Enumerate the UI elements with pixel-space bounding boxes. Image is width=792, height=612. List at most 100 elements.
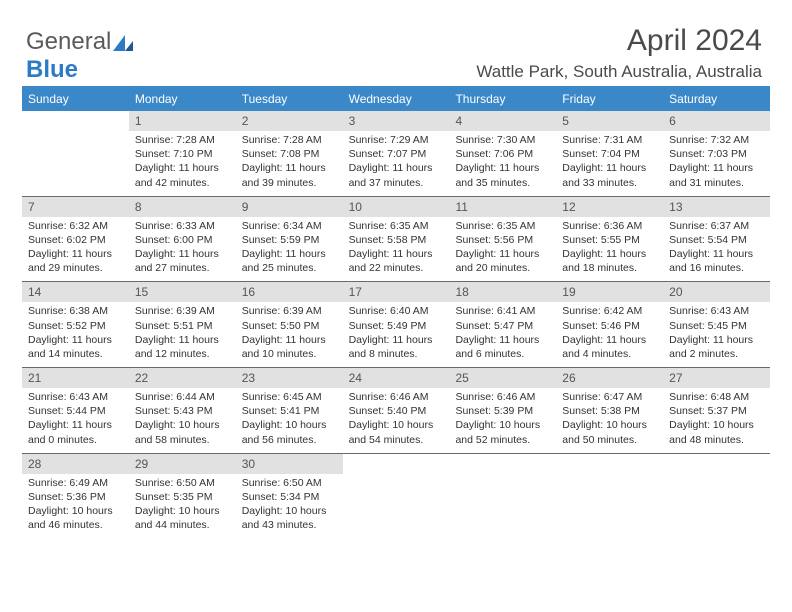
calendar-day-cell: 1Sunrise: 7:28 AMSunset: 7:10 PMDaylight… bbox=[129, 111, 236, 196]
calendar-week: 7Sunrise: 6:32 AMSunset: 6:02 PMDaylight… bbox=[22, 197, 770, 283]
day-details: Sunrise: 6:34 AMSunset: 5:59 PMDaylight:… bbox=[236, 219, 343, 276]
calendar-day-cell: 18Sunrise: 6:41 AMSunset: 5:47 PMDayligh… bbox=[449, 282, 556, 367]
calendar-day-cell: 16Sunrise: 6:39 AMSunset: 5:50 PMDayligh… bbox=[236, 282, 343, 367]
calendar-day-cell: . bbox=[556, 454, 663, 539]
day-details: Sunrise: 6:32 AMSunset: 6:02 PMDaylight:… bbox=[22, 219, 129, 276]
day-number: 21 bbox=[22, 368, 129, 388]
day-details: Sunrise: 6:45 AMSunset: 5:41 PMDaylight:… bbox=[236, 390, 343, 447]
calendar-day-cell: 21Sunrise: 6:43 AMSunset: 5:44 PMDayligh… bbox=[22, 368, 129, 453]
day-details: Sunrise: 6:50 AMSunset: 5:35 PMDaylight:… bbox=[129, 476, 236, 533]
day-details: Sunrise: 7:30 AMSunset: 7:06 PMDaylight:… bbox=[449, 133, 556, 190]
calendar-day-cell: 14Sunrise: 6:38 AMSunset: 5:52 PMDayligh… bbox=[22, 282, 129, 367]
calendar-header-cell: Sunday bbox=[22, 88, 129, 111]
day-number: 10 bbox=[343, 197, 450, 217]
calendar-week: .1Sunrise: 7:28 AMSunset: 7:10 PMDayligh… bbox=[22, 111, 770, 197]
day-details: Sunrise: 7:31 AMSunset: 7:04 PMDaylight:… bbox=[556, 133, 663, 190]
calendar-day-cell: 2Sunrise: 7:28 AMSunset: 7:08 PMDaylight… bbox=[236, 111, 343, 196]
day-details: Sunrise: 7:29 AMSunset: 7:07 PMDaylight:… bbox=[343, 133, 450, 190]
page-title: April 2024 bbox=[627, 24, 762, 58]
calendar-day-cell: 19Sunrise: 6:42 AMSunset: 5:46 PMDayligh… bbox=[556, 282, 663, 367]
day-details: Sunrise: 6:39 AMSunset: 5:51 PMDaylight:… bbox=[129, 304, 236, 361]
day-details: Sunrise: 6:38 AMSunset: 5:52 PMDaylight:… bbox=[22, 304, 129, 361]
day-details: Sunrise: 6:33 AMSunset: 6:00 PMDaylight:… bbox=[129, 219, 236, 276]
day-number: 23 bbox=[236, 368, 343, 388]
day-details: Sunrise: 6:46 AMSunset: 5:39 PMDaylight:… bbox=[449, 390, 556, 447]
calendar-day-cell: 26Sunrise: 6:47 AMSunset: 5:38 PMDayligh… bbox=[556, 368, 663, 453]
day-number: 27 bbox=[663, 368, 770, 388]
calendar-week: 28Sunrise: 6:49 AMSunset: 5:36 PMDayligh… bbox=[22, 454, 770, 539]
brand-part2: Blue bbox=[26, 56, 78, 83]
day-details: Sunrise: 6:39 AMSunset: 5:50 PMDaylight:… bbox=[236, 304, 343, 361]
day-number: 24 bbox=[343, 368, 450, 388]
calendar-header-cell: Saturday bbox=[663, 88, 770, 111]
calendar-day-cell: 9Sunrise: 6:34 AMSunset: 5:59 PMDaylight… bbox=[236, 197, 343, 282]
day-details: Sunrise: 6:35 AMSunset: 5:58 PMDaylight:… bbox=[343, 219, 450, 276]
day-number: 14 bbox=[22, 282, 129, 302]
calendar-day-cell: 30Sunrise: 6:50 AMSunset: 5:34 PMDayligh… bbox=[236, 454, 343, 539]
day-number: 8 bbox=[129, 197, 236, 217]
day-details: Sunrise: 6:35 AMSunset: 5:56 PMDaylight:… bbox=[449, 219, 556, 276]
day-number: 3 bbox=[343, 111, 450, 131]
location-text: Wattle Park, South Australia, Australia bbox=[476, 62, 762, 82]
day-number: 13 bbox=[663, 197, 770, 217]
day-details: Sunrise: 6:48 AMSunset: 5:37 PMDaylight:… bbox=[663, 390, 770, 447]
day-number: 4 bbox=[449, 111, 556, 131]
calendar-day-cell: . bbox=[343, 454, 450, 539]
day-details: Sunrise: 6:37 AMSunset: 5:54 PMDaylight:… bbox=[663, 219, 770, 276]
day-details: Sunrise: 6:43 AMSunset: 5:45 PMDaylight:… bbox=[663, 304, 770, 361]
day-number: 6 bbox=[663, 111, 770, 131]
calendar-day-cell: 23Sunrise: 6:45 AMSunset: 5:41 PMDayligh… bbox=[236, 368, 343, 453]
calendar-day-cell: . bbox=[22, 111, 129, 196]
calendar-header-row: SundayMondayTuesdayWednesdayThursdayFrid… bbox=[22, 88, 770, 111]
day-number: 5 bbox=[556, 111, 663, 131]
day-details: Sunrise: 7:28 AMSunset: 7:08 PMDaylight:… bbox=[236, 133, 343, 190]
calendar-day-cell: 20Sunrise: 6:43 AMSunset: 5:45 PMDayligh… bbox=[663, 282, 770, 367]
calendar-header-cell: Friday bbox=[556, 88, 663, 111]
calendar-day-cell: 11Sunrise: 6:35 AMSunset: 5:56 PMDayligh… bbox=[449, 197, 556, 282]
day-number: 25 bbox=[449, 368, 556, 388]
calendar-week: 14Sunrise: 6:38 AMSunset: 5:52 PMDayligh… bbox=[22, 282, 770, 368]
day-number: 26 bbox=[556, 368, 663, 388]
calendar: SundayMondayTuesdayWednesdayThursdayFrid… bbox=[22, 86, 770, 538]
calendar-day-cell: 22Sunrise: 6:44 AMSunset: 5:43 PMDayligh… bbox=[129, 368, 236, 453]
brand-logo: General Blue bbox=[26, 28, 133, 84]
day-number: 18 bbox=[449, 282, 556, 302]
calendar-header-cell: Monday bbox=[129, 88, 236, 111]
calendar-day-cell: . bbox=[663, 454, 770, 539]
calendar-day-cell: 10Sunrise: 6:35 AMSunset: 5:58 PMDayligh… bbox=[343, 197, 450, 282]
day-number: 15 bbox=[129, 282, 236, 302]
day-details: Sunrise: 7:32 AMSunset: 7:03 PMDaylight:… bbox=[663, 133, 770, 190]
calendar-header-cell: Wednesday bbox=[343, 88, 450, 111]
calendar-week: 21Sunrise: 6:43 AMSunset: 5:44 PMDayligh… bbox=[22, 368, 770, 454]
day-details: Sunrise: 7:28 AMSunset: 7:10 PMDaylight:… bbox=[129, 133, 236, 190]
day-details: Sunrise: 6:42 AMSunset: 5:46 PMDaylight:… bbox=[556, 304, 663, 361]
day-details: Sunrise: 6:41 AMSunset: 5:47 PMDaylight:… bbox=[449, 304, 556, 361]
day-number: 17 bbox=[343, 282, 450, 302]
calendar-header-cell: Tuesday bbox=[236, 88, 343, 111]
calendar-day-cell: 27Sunrise: 6:48 AMSunset: 5:37 PMDayligh… bbox=[663, 368, 770, 453]
day-details: Sunrise: 6:44 AMSunset: 5:43 PMDaylight:… bbox=[129, 390, 236, 447]
day-number: 16 bbox=[236, 282, 343, 302]
day-number: 22 bbox=[129, 368, 236, 388]
calendar-day-cell: 3Sunrise: 7:29 AMSunset: 7:07 PMDaylight… bbox=[343, 111, 450, 196]
calendar-day-cell: 24Sunrise: 6:46 AMSunset: 5:40 PMDayligh… bbox=[343, 368, 450, 453]
day-details: Sunrise: 6:47 AMSunset: 5:38 PMDaylight:… bbox=[556, 390, 663, 447]
day-number: 28 bbox=[22, 454, 129, 474]
calendar-day-cell: 5Sunrise: 7:31 AMSunset: 7:04 PMDaylight… bbox=[556, 111, 663, 196]
day-number: 2 bbox=[236, 111, 343, 131]
day-number: 7 bbox=[22, 197, 129, 217]
day-number: 20 bbox=[663, 282, 770, 302]
calendar-day-cell: . bbox=[449, 454, 556, 539]
day-number: 29 bbox=[129, 454, 236, 474]
day-details: Sunrise: 6:50 AMSunset: 5:34 PMDaylight:… bbox=[236, 476, 343, 533]
day-details: Sunrise: 6:43 AMSunset: 5:44 PMDaylight:… bbox=[22, 390, 129, 447]
calendar-day-cell: 17Sunrise: 6:40 AMSunset: 5:49 PMDayligh… bbox=[343, 282, 450, 367]
day-number: 9 bbox=[236, 197, 343, 217]
day-details: Sunrise: 6:46 AMSunset: 5:40 PMDaylight:… bbox=[343, 390, 450, 447]
day-details: Sunrise: 6:36 AMSunset: 5:55 PMDaylight:… bbox=[556, 219, 663, 276]
brand-part1: General bbox=[26, 28, 111, 55]
day-number: 1 bbox=[129, 111, 236, 131]
day-number: 19 bbox=[556, 282, 663, 302]
day-number: 30 bbox=[236, 454, 343, 474]
calendar-day-cell: 4Sunrise: 7:30 AMSunset: 7:06 PMDaylight… bbox=[449, 111, 556, 196]
